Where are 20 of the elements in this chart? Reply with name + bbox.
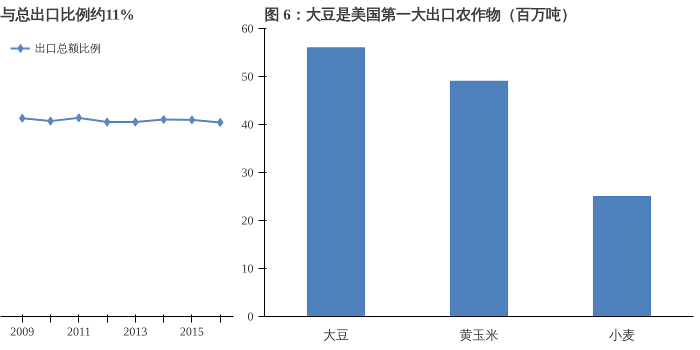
x-tick-label: 大豆: [323, 328, 349, 342]
chart-title: 与总出口比例约11%: [0, 6, 135, 24]
x-tick-label: 小麦: [609, 328, 635, 342]
chart-title: 图 6：大豆是美国第一大出口农作物（百万吨）: [264, 6, 576, 24]
bar: [592, 196, 652, 316]
y-tick-label: 50: [242, 70, 254, 84]
x-tick-label: 2011: [67, 324, 91, 338]
x-tick-label: 黄玉米: [460, 328, 498, 342]
x-tick-label: 2015: [180, 324, 204, 338]
y-tick-label: 30: [242, 166, 254, 180]
y-tick-label: 60: [242, 22, 254, 36]
y-tick-label: 0: [248, 310, 254, 324]
bar: [306, 47, 366, 316]
y-tick-label: 40: [242, 118, 254, 132]
y-tick-label: 20: [242, 214, 254, 228]
x-tick-label: 2009: [10, 324, 34, 338]
bar: [450, 80, 508, 316]
x-tick-label: 2013: [123, 324, 148, 338]
legend-label: 出口总额比例: [35, 42, 101, 56]
y-tick-label: 10: [242, 262, 254, 276]
